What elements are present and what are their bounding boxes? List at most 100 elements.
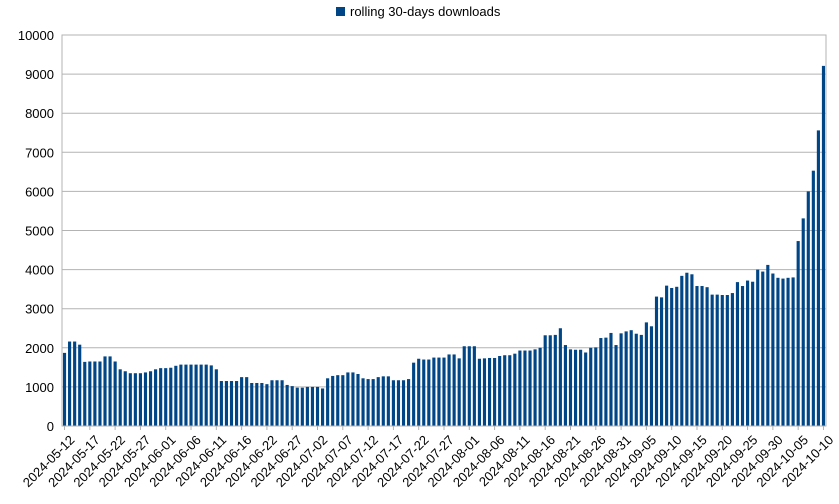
bar xyxy=(680,275,684,426)
bar xyxy=(543,335,547,426)
plot-frame xyxy=(61,34,827,427)
bar xyxy=(265,384,269,426)
bar xyxy=(128,373,132,426)
bar xyxy=(690,274,694,426)
bar xyxy=(756,269,760,426)
bar xyxy=(290,386,294,426)
y-tick-label: 6000 xyxy=(25,184,54,199)
bar xyxy=(487,357,492,426)
bar xyxy=(341,375,345,426)
bar xyxy=(523,350,527,426)
bar xyxy=(108,356,112,426)
bar xyxy=(209,365,213,426)
bar xyxy=(725,295,729,426)
bar xyxy=(665,285,669,426)
bar xyxy=(407,379,411,426)
bar xyxy=(462,346,466,426)
bar xyxy=(477,358,481,426)
bar xyxy=(740,286,745,426)
bar xyxy=(735,282,740,426)
bar xyxy=(604,337,608,426)
bar xyxy=(194,364,198,426)
bar xyxy=(720,295,724,426)
bar xyxy=(366,379,370,426)
bar xyxy=(548,335,552,426)
bar xyxy=(376,377,380,427)
y-tick-label: 4000 xyxy=(25,263,54,278)
bar xyxy=(154,369,158,426)
bar xyxy=(118,369,122,426)
bar xyxy=(715,294,719,426)
bar xyxy=(654,296,659,426)
bar xyxy=(644,322,648,426)
bar xyxy=(260,382,264,426)
bar xyxy=(331,375,335,426)
bar xyxy=(412,362,416,426)
y-tick-label: 1000 xyxy=(25,380,54,395)
bar xyxy=(811,170,815,426)
bar xyxy=(695,286,699,426)
bar xyxy=(781,278,785,426)
bar xyxy=(310,386,315,426)
bar xyxy=(174,365,178,426)
bar xyxy=(761,271,765,426)
bar xyxy=(240,377,244,427)
bar xyxy=(467,346,471,426)
bar xyxy=(553,334,557,426)
bar xyxy=(786,277,790,426)
bar xyxy=(285,384,289,426)
y-tick-label: 0 xyxy=(47,419,54,434)
bar xyxy=(442,357,446,426)
bar xyxy=(528,350,532,426)
bar xyxy=(579,349,583,426)
bar xyxy=(538,347,542,426)
bar xyxy=(315,386,320,426)
legend-swatch xyxy=(336,7,345,16)
bar xyxy=(346,372,350,426)
bar xyxy=(801,218,805,426)
bar xyxy=(381,376,385,426)
bar xyxy=(164,368,168,426)
bar xyxy=(98,361,102,426)
bar xyxy=(766,264,770,426)
bar xyxy=(179,364,183,426)
bar xyxy=(821,65,826,426)
bar xyxy=(422,359,426,426)
bar xyxy=(599,338,603,426)
bar xyxy=(326,378,330,426)
bar xyxy=(629,330,633,426)
bar xyxy=(634,333,638,426)
bar xyxy=(513,353,517,426)
bar xyxy=(751,281,755,426)
bar xyxy=(88,361,92,426)
bar xyxy=(503,355,507,426)
bar xyxy=(573,349,578,426)
bar xyxy=(184,364,188,426)
bar xyxy=(746,280,750,426)
bar xyxy=(710,294,714,426)
bar xyxy=(619,333,623,426)
bar xyxy=(568,349,573,426)
bar xyxy=(68,341,72,426)
bar xyxy=(675,286,679,426)
bar xyxy=(123,371,127,426)
bar xyxy=(639,334,643,426)
bar xyxy=(482,358,487,426)
bar xyxy=(609,332,613,426)
bar xyxy=(518,350,522,426)
bar xyxy=(62,352,67,426)
bar xyxy=(204,364,208,426)
y-tick-label: 10000 xyxy=(18,28,54,43)
bar xyxy=(169,367,173,426)
y-tick-label: 3000 xyxy=(25,302,54,317)
bar xyxy=(159,368,163,426)
bar xyxy=(594,347,598,426)
legend-label: rolling 30-days downloads xyxy=(350,4,501,19)
bar xyxy=(472,346,476,426)
bar xyxy=(563,345,567,426)
bar xyxy=(143,372,148,426)
x-axis-ticks: 2024-05-122024-05-172024-05-222024-05-27… xyxy=(20,426,836,490)
bar xyxy=(437,357,441,426)
bar xyxy=(670,287,674,426)
